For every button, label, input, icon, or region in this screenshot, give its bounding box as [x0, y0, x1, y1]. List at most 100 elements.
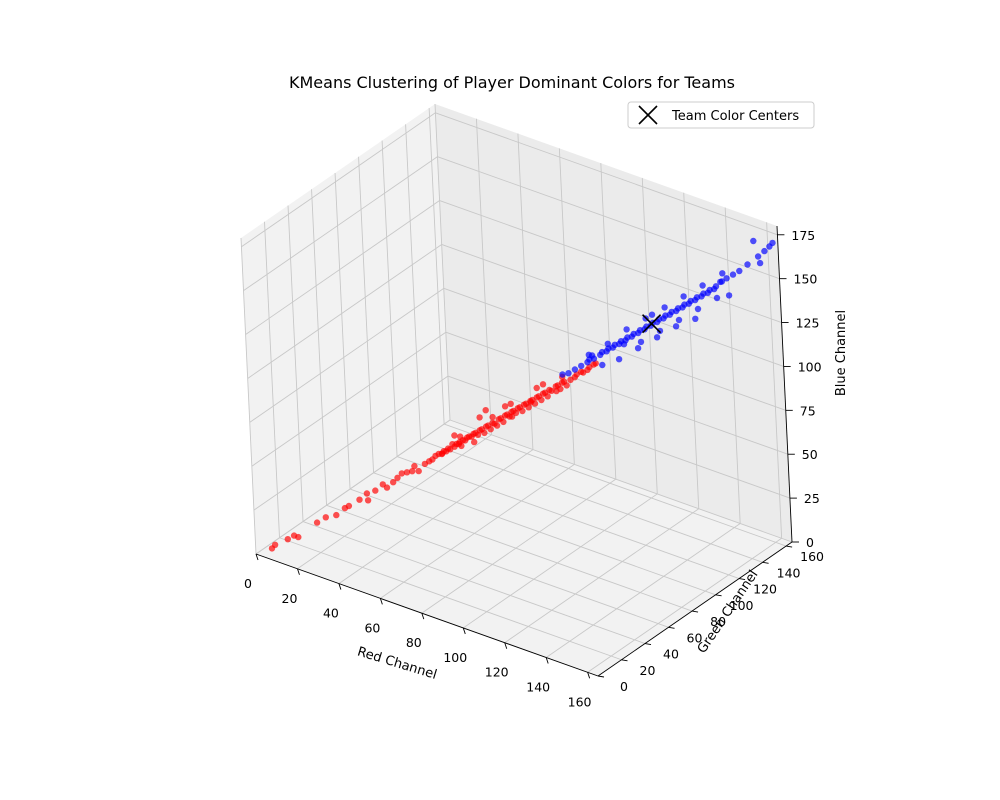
data-point-team-blue — [699, 282, 706, 289]
grid-line-y — [373, 472, 716, 596]
legend-marker-x-icon — [638, 105, 658, 125]
grid-line-y — [420, 439, 763, 563]
data-point-team-red — [519, 407, 526, 415]
data-point-team-red — [539, 381, 547, 388]
data-point-team-blue — [672, 323, 680, 330]
z-tick-label: 125 — [796, 316, 820, 331]
y-tick — [691, 610, 699, 613]
data-point-team-red — [333, 511, 340, 519]
data-point-team-red — [501, 403, 509, 410]
z-tick-label: 100 — [798, 359, 822, 374]
center-x-stroke — [641, 314, 662, 334]
x-axis-line — [255, 553, 599, 677]
x-tick-label: 140 — [526, 680, 550, 695]
tick-marks — [255, 234, 799, 679]
data-point-team-blue — [615, 356, 623, 363]
data-point-team-blue — [656, 327, 664, 335]
data-point-team-blue — [559, 371, 566, 378]
grid-line-x — [338, 449, 534, 584]
data-point-team-red — [481, 429, 488, 437]
grid-line-x — [297, 434, 492, 570]
data-point-team-red — [457, 433, 464, 440]
data-point-team-red — [533, 384, 540, 392]
y-tick — [644, 643, 652, 645]
grid-lines — [240, 103, 793, 677]
data-point-team-red — [284, 536, 291, 543]
data-point-team-red — [500, 418, 507, 426]
y-tick-label: 120 — [753, 582, 777, 597]
y-tick — [621, 659, 628, 662]
x-tick — [545, 657, 549, 664]
data-point-team-blue — [761, 247, 768, 255]
z-tick-label: 175 — [791, 228, 815, 243]
data-point-team-blue — [661, 304, 668, 311]
data-point-team-red — [439, 450, 446, 457]
data-point-team-blue — [599, 361, 606, 369]
chart-title: KMeans Clustering of Player Dominant Col… — [289, 73, 735, 92]
data-point-team-red — [411, 462, 418, 470]
data-point-team-red — [451, 432, 458, 439]
x-tick — [379, 598, 383, 605]
data-point-team-blue — [718, 278, 726, 285]
x-tick-label: 20 — [282, 591, 298, 606]
x-tick — [255, 553, 259, 561]
data-point-team-red — [415, 467, 422, 475]
grid-line-z — [447, 375, 791, 499]
data-point-team-red — [508, 413, 516, 420]
x-tick — [421, 613, 425, 620]
data-point-team-red — [458, 442, 465, 450]
y-tick-label: 80 — [710, 614, 726, 629]
data-point-team-blue — [729, 271, 737, 278]
data-point-team-red — [409, 468, 416, 475]
y-tick-label: 60 — [687, 630, 703, 645]
legend-frame — [627, 101, 815, 129]
data-point-team-blue — [692, 315, 699, 322]
data-point-team-red — [295, 533, 302, 541]
x-tick — [462, 627, 466, 635]
data-point-team-red — [363, 490, 371, 497]
y-tick — [715, 594, 722, 597]
grid-line-x — [463, 493, 658, 629]
grid-line-x — [421, 478, 617, 614]
grid-line-z — [245, 200, 440, 335]
z-tick-label: 150 — [794, 272, 818, 287]
data-point-team-blue — [623, 326, 630, 333]
data-point-team-red — [271, 541, 279, 548]
y-tick-label: 20 — [640, 663, 656, 678]
grid-line-y — [302, 521, 646, 644]
grid-line-y — [326, 504, 669, 628]
data-point-team-red — [390, 479, 397, 486]
data-point-team-red — [493, 422, 501, 429]
cluster-centers — [641, 314, 662, 334]
x-tick — [587, 672, 591, 679]
data-point-team-red — [364, 497, 372, 504]
y-tick — [668, 626, 675, 629]
data-point-team-blue — [565, 370, 572, 377]
grid-line-z — [445, 331, 788, 455]
data-point-team-red — [345, 502, 353, 510]
y-tick — [786, 545, 793, 548]
data-point-team-red — [471, 438, 478, 446]
data-point-team-red — [476, 414, 483, 421]
data-point-team-red — [563, 382, 570, 389]
data-point-team-blue — [723, 275, 730, 282]
z-tick-label: 25 — [804, 491, 820, 506]
grid-line-z — [255, 419, 451, 555]
z-tick-label: 0 — [806, 535, 814, 550]
x-tick — [338, 583, 342, 590]
data-point-team-red — [527, 399, 535, 406]
grid-line-z — [243, 156, 438, 292]
legend-label: Team Color Centers — [671, 109, 799, 124]
y-tick-label: 40 — [663, 647, 679, 662]
data-point-team-blue — [620, 341, 628, 348]
grid-line-z — [441, 244, 784, 367]
z-tick-label: 50 — [802, 447, 818, 462]
data-point-team-blue — [756, 259, 764, 267]
grid-line-z — [253, 375, 449, 511]
data-point-team-red — [507, 400, 514, 407]
data-point-team-red — [553, 387, 560, 395]
data-point-team-red — [525, 404, 532, 411]
data-point-team-blue — [736, 267, 743, 275]
legend: Team Color Centers — [627, 101, 815, 129]
